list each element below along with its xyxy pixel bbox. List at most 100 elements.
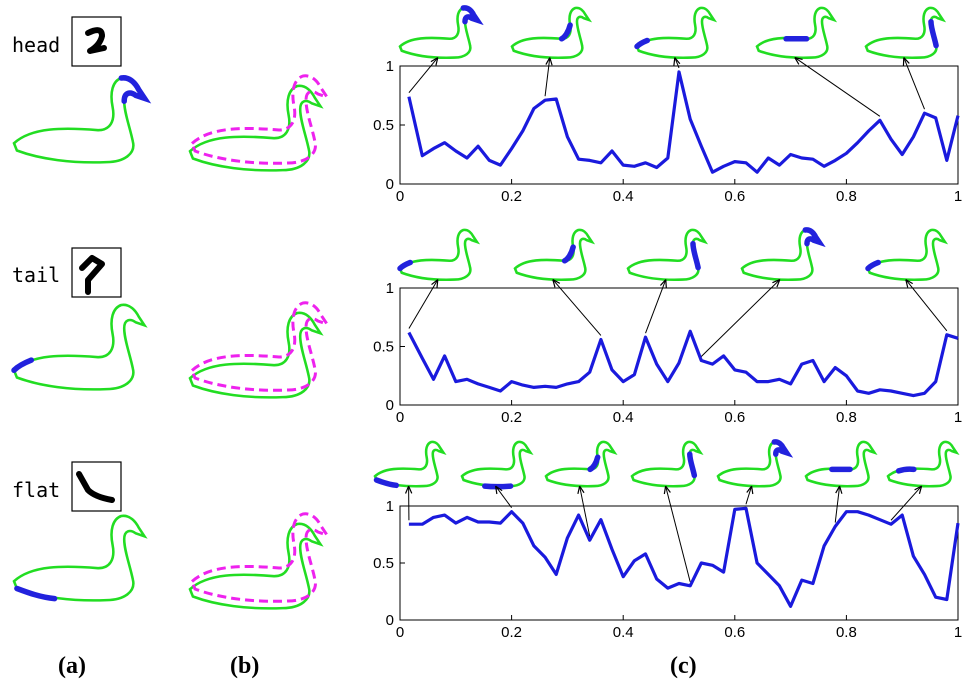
x-tick-label: 0	[396, 624, 404, 641]
panel-label-b: (b)	[230, 653, 259, 679]
swan-overlay-tail	[188, 303, 327, 399]
x-tick-label: 0.8	[836, 188, 857, 205]
swan-overlay-flat	[188, 514, 327, 610]
thumbnail-swan-back	[755, 6, 838, 60]
swan-highlight-neck	[690, 240, 701, 271]
pointer-arrow	[552, 279, 602, 336]
pointer-arrow	[579, 485, 591, 537]
plot-frame	[399, 287, 959, 406]
pointer-arrow	[890, 485, 922, 521]
arrowhead-icon	[431, 279, 439, 288]
thumbnail-swan-head	[716, 439, 794, 488]
x-tick-label: 1	[954, 624, 962, 641]
thumbnail-swan-neck-front	[544, 440, 618, 488]
pointer-arrow	[408, 279, 439, 329]
query-box-flat	[71, 461, 122, 512]
swan-highlight-head	[771, 439, 794, 458]
thumbnail-swan-back	[804, 440, 878, 488]
arrowhead-icon	[495, 485, 503, 495]
y-tick-label: 0.5	[373, 117, 394, 134]
pointer-arrow	[700, 279, 781, 357]
query-glyph-head-icon	[85, 27, 107, 54]
arrowhead-icon	[746, 485, 754, 495]
arrowhead-icon	[905, 279, 914, 288]
swan-highlight-head	[460, 5, 484, 26]
x-tick-label: 0.4	[613, 624, 634, 641]
thumbnail-swan-tail	[865, 228, 949, 282]
query-box-tail	[71, 247, 122, 298]
series-line	[408, 506, 960, 608]
pointer-arrow	[794, 57, 881, 117]
swan-highlight-tail	[11, 357, 35, 373]
y-tick-label: 0	[386, 176, 394, 193]
x-tick-label: 0.8	[836, 624, 857, 641]
x-tick-label: 0.2	[501, 188, 522, 205]
swan-highlight-neck	[928, 18, 939, 49]
arrowhead-icon	[404, 485, 413, 494]
swan-target-head	[188, 84, 324, 172]
x-tick-label: 0.4	[613, 188, 634, 205]
row-head: head	[12, 16, 122, 67]
pointer-arrow	[544, 57, 551, 97]
swan-outline	[12, 514, 148, 602]
chart-head: 0 0.2 0.4 0.6 0.8 1 0 0.5 1	[373, 5, 962, 205]
swan-highlight-flat	[14, 585, 58, 602]
row-flat: flat	[12, 461, 122, 512]
x-tick-label: 0	[396, 409, 404, 426]
swan-outline	[188, 311, 324, 399]
x-tick-label: 0.4	[613, 409, 634, 426]
swan-query-head	[12, 75, 152, 164]
thumbnail-swan-tail	[397, 228, 481, 282]
arrowhead-icon	[663, 485, 671, 495]
swan-outline	[460, 440, 534, 488]
swan-outline	[188, 84, 324, 172]
y-tick-label: 1	[386, 58, 394, 75]
x-tick-label: 0.2	[501, 624, 522, 641]
arrowhead-icon	[772, 279, 781, 288]
row-label-head: head	[12, 33, 60, 57]
x-tick-label: 0.6	[724, 624, 745, 641]
swan-highlight-head	[802, 227, 826, 248]
swan-highlight-flat	[373, 477, 400, 489]
swan-highlight-tail	[634, 37, 651, 50]
swan-target-tail	[188, 311, 324, 399]
charts-column-c: 0 0.2 0.4 0.6 0.8 100.510 0.2 0.4 0.6 0.8 100.510 0…	[373, 5, 962, 641]
swan-outline	[398, 228, 481, 282]
y-tick-label: 0	[386, 612, 394, 629]
panel-label-a: (a)	[58, 653, 86, 679]
swan-highlight-tail	[397, 259, 414, 272]
thumbnail-swan-head	[740, 227, 826, 282]
thumbnail-swan-belly	[460, 440, 534, 490]
swan-outline	[188, 522, 324, 610]
swan-outline	[755, 6, 838, 60]
query-glyph-flat-icon	[76, 471, 115, 503]
query-box-head	[71, 16, 122, 67]
thumbnail-swan-tail	[634, 6, 718, 60]
swan-highlight-neck-front	[587, 454, 601, 473]
x-tick-label: 0	[396, 188, 404, 205]
swan-outline	[12, 303, 148, 391]
swan-highlight-belly	[482, 483, 514, 490]
swan-matched-overlay	[192, 76, 327, 163]
swan-outline	[630, 440, 704, 488]
arrowhead-icon	[835, 485, 843, 494]
swan-outline	[635, 6, 718, 60]
chart-flat: 0 0.2 0.4 0.6 0.8 1 0 0.5 1	[373, 439, 962, 641]
x-tick-label: 1	[954, 188, 962, 205]
thumbnail-swan-neck	[864, 6, 947, 60]
pointer-arrow	[665, 485, 691, 582]
thumbnail-swan-neck-front	[513, 228, 596, 282]
chart-tail: 0 0.2 0.4 0.6 0.8 1 0 0.5 1	[373, 227, 962, 426]
pointer-arrow	[903, 57, 925, 110]
row-tail: tail	[12, 247, 122, 298]
swan-outline	[373, 440, 447, 488]
thumbnail-swan-back-rear	[886, 440, 960, 488]
swan-highlight-back-rear	[895, 466, 917, 474]
swan-outline	[12, 76, 148, 164]
pointer-arrow	[408, 57, 439, 93]
arrowhead-icon	[552, 279, 561, 288]
thumbnail-swan-head	[398, 5, 484, 60]
x-tick-label: 1	[954, 409, 962, 426]
series-line	[407, 70, 960, 174]
arrowhead-icon	[577, 485, 585, 495]
